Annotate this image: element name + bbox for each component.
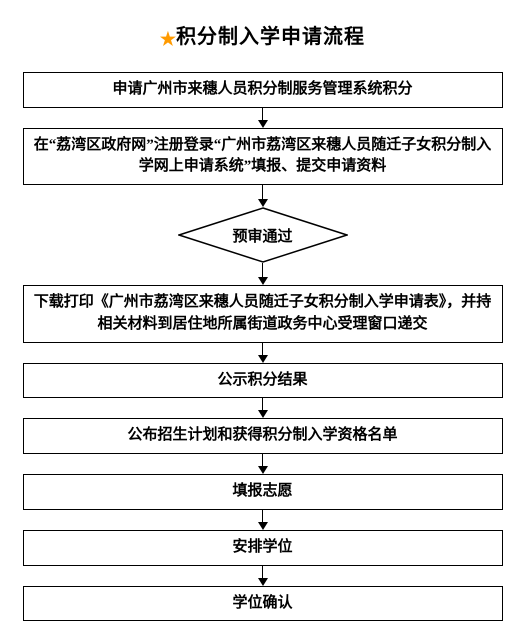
flow-column: 申请广州市来穗人员积分制服务管理系统积分在“荔湾区政府网”注册登录“广州市荔湾区…	[0, 72, 525, 622]
process-node: 在“荔湾区政府网”注册登录“广州市荔湾区来穗人员随迁子女积分制入学网上申请系统”…	[23, 128, 503, 186]
flowchart-container: ★积分制入学申请流程 申请广州市来穗人员积分制服务管理系统积分在“荔湾区政府网”…	[0, 0, 525, 641]
flow-arrow	[258, 185, 268, 207]
title-row: ★积分制入学申请流程	[0, 20, 525, 50]
flow-arrow	[258, 343, 268, 363]
process-node: 学位确认	[23, 586, 503, 622]
process-node: 安排学位	[23, 530, 503, 566]
flow-arrow	[258, 510, 268, 530]
process-node: 公布招生计划和获得积分制入学资格名单	[23, 418, 503, 454]
flow-arrow	[258, 263, 268, 285]
flow-arrow	[258, 398, 268, 418]
process-node: 填报志愿	[23, 474, 503, 510]
process-node: 公示积分结果	[23, 363, 503, 399]
flow-arrow	[258, 108, 268, 128]
page-title: 积分制入学申请流程	[176, 26, 365, 48]
decision-node: 预审通过	[178, 207, 348, 263]
decision-label: 预审通过	[232, 225, 292, 246]
flow-arrow	[258, 566, 268, 586]
flow-arrow	[258, 454, 268, 474]
process-node: 下载打印《广州市荔湾区来穗人员随迁子女积分制入学申请表》，并持相关材料到居住地所…	[23, 285, 503, 343]
star-icon: ★	[160, 29, 176, 49]
process-node: 申请广州市来穗人员积分制服务管理系统积分	[23, 72, 503, 108]
